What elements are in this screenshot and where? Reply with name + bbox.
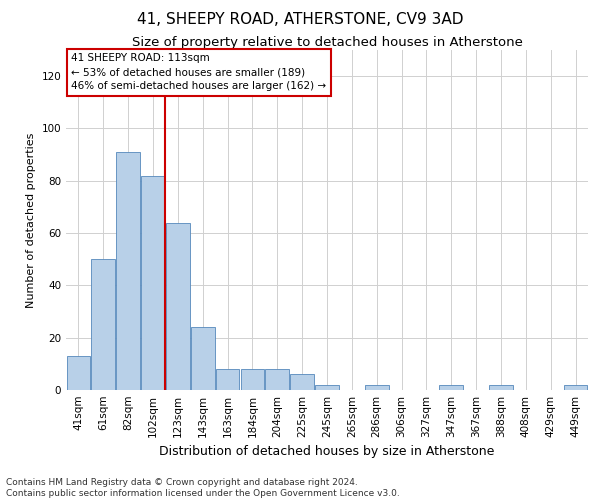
- Bar: [166, 222, 190, 390]
- Text: 41 SHEEPY ROAD: 113sqm
← 53% of detached houses are smaller (189)
46% of semi-de: 41 SHEEPY ROAD: 113sqm ← 53% of detached…: [71, 54, 326, 92]
- Title: Size of property relative to detached houses in Atherstone: Size of property relative to detached ho…: [131, 36, 523, 49]
- Bar: [439, 385, 463, 390]
- Bar: [241, 369, 264, 390]
- X-axis label: Distribution of detached houses by size in Atherstone: Distribution of detached houses by size …: [160, 446, 494, 458]
- Bar: [191, 327, 215, 390]
- Bar: [265, 369, 289, 390]
- Bar: [91, 259, 115, 390]
- Bar: [564, 385, 587, 390]
- Text: Contains HM Land Registry data © Crown copyright and database right 2024.
Contai: Contains HM Land Registry data © Crown c…: [6, 478, 400, 498]
- Bar: [315, 385, 339, 390]
- Bar: [216, 369, 239, 390]
- Bar: [489, 385, 513, 390]
- Bar: [67, 356, 90, 390]
- Text: 41, SHEEPY ROAD, ATHERSTONE, CV9 3AD: 41, SHEEPY ROAD, ATHERSTONE, CV9 3AD: [137, 12, 463, 28]
- Bar: [116, 152, 140, 390]
- Bar: [141, 176, 165, 390]
- Y-axis label: Number of detached properties: Number of detached properties: [26, 132, 36, 308]
- Bar: [365, 385, 389, 390]
- Bar: [290, 374, 314, 390]
